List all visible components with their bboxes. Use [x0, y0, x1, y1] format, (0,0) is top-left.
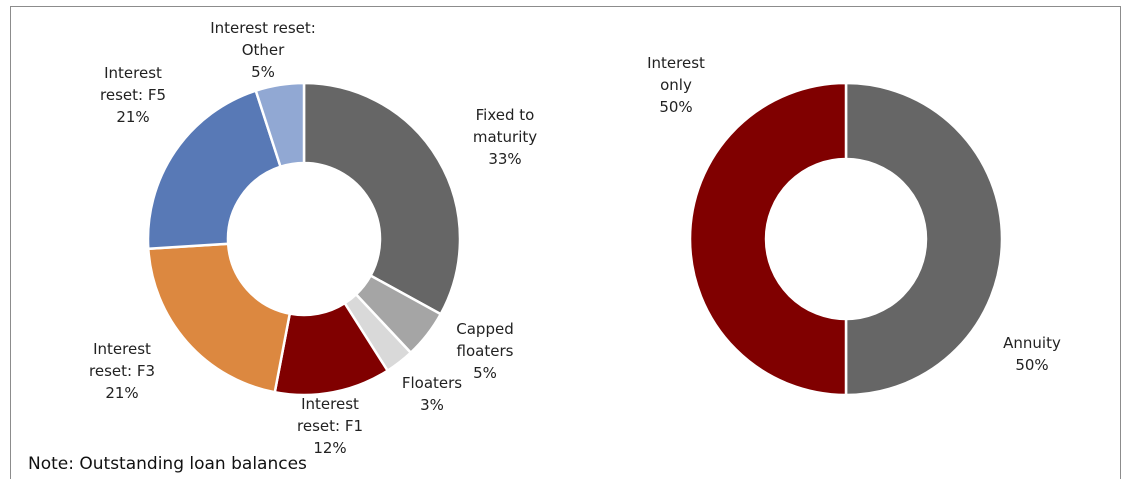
slice-label: Fixed to maturity 33% — [465, 104, 545, 170]
slice-value: 50% — [1015, 356, 1049, 374]
slice-label: Annuity 50% — [992, 332, 1072, 376]
slice-name: Floaters — [401, 374, 463, 392]
donut-slice — [688, 81, 848, 397]
slice-value: 21% — [105, 384, 139, 402]
slice-label: Interest reset: F5 21% — [88, 62, 178, 128]
slice-label: Interest reset: Other 5% — [203, 17, 323, 83]
slice-name: Interest reset: Other — [210, 19, 316, 59]
donut-slice — [844, 81, 1004, 397]
slice-name: Interest only — [647, 54, 705, 94]
slice-name: Interest reset: F5 — [100, 64, 166, 104]
slice-value: 5% — [251, 63, 275, 81]
slice-label: Interest reset: F1 12% — [290, 393, 370, 459]
slice-value: 33% — [488, 150, 522, 168]
slice-name: Capped floaters — [456, 320, 514, 360]
slice-label: Floaters 3% — [392, 372, 472, 416]
frame — [10, 6, 1121, 479]
slice-name: Interest reset: F1 — [297, 395, 363, 435]
slice-value: 50% — [659, 98, 693, 116]
slice-value: 12% — [313, 439, 347, 457]
donut-slice — [254, 81, 306, 169]
slice-value: 5% — [473, 364, 497, 382]
slice-name: Fixed to maturity — [472, 106, 538, 146]
slice-value: 21% — [116, 108, 150, 126]
donut-slice — [302, 81, 462, 316]
slice-label: Capped floaters 5% — [445, 318, 525, 384]
slice-name: Annuity — [1003, 334, 1061, 352]
slice-name: Interest reset: F3 — [89, 340, 155, 380]
slice-label: Interest only 50% — [641, 52, 711, 118]
donut-slice — [146, 89, 283, 251]
donut-slice — [146, 242, 292, 394]
slice-label: Interest reset: F3 21% — [77, 338, 167, 404]
slice-value: 3% — [420, 396, 444, 414]
note: Note: Outstanding loan balances — [28, 454, 307, 474]
